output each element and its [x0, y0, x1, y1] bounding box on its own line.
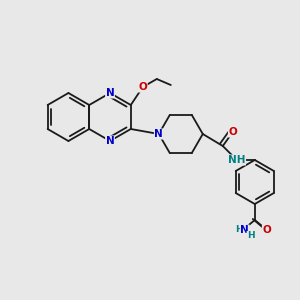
Text: N: N [106, 88, 114, 98]
Text: N: N [154, 129, 163, 139]
Text: H: H [235, 226, 243, 235]
Text: O: O [228, 127, 237, 137]
Text: H: H [247, 232, 255, 241]
Text: NH: NH [228, 155, 245, 165]
Text: N: N [240, 225, 249, 235]
Text: O: O [262, 225, 271, 235]
Text: N: N [106, 136, 114, 146]
Text: O: O [138, 82, 147, 92]
